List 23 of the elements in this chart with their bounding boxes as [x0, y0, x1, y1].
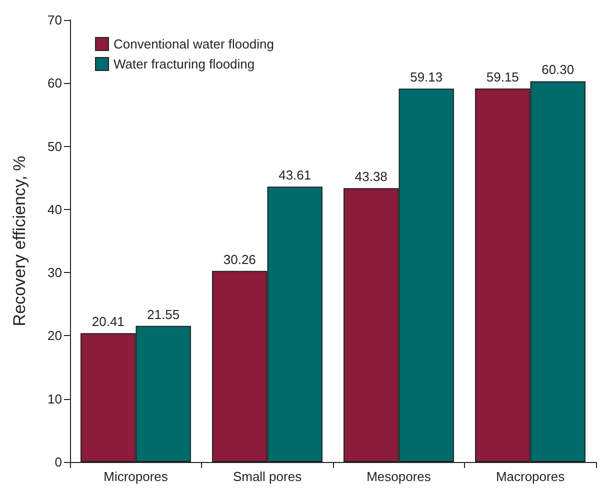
- x-tick-label: Small pores: [232, 469, 302, 484]
- y-tick-label: 0: [54, 454, 62, 470]
- data-label: 59.13: [410, 70, 443, 85]
- y-tick-label: 10: [48, 391, 62, 406]
- y-axis-title: Recovery efficiency, %: [10, 156, 29, 326]
- data-label: 59.15: [486, 70, 519, 85]
- y-tick-label: 50: [48, 138, 62, 154]
- y-tick-label: 40: [48, 202, 62, 217]
- data-label: 21.55: [147, 306, 180, 322]
- y-tick-label: 60: [48, 76, 62, 91]
- legend-label: Conventional water flooding: [114, 36, 274, 52]
- y-tick-label: 70: [48, 12, 62, 28]
- y-tick-label: 20: [48, 328, 62, 344]
- data-label: 60.30: [542, 62, 574, 78]
- data-label: 43.61: [278, 168, 312, 183]
- data-label: 43.38: [354, 169, 388, 184]
- legend-label: Water fracturing flooding: [114, 56, 255, 72]
- data-label: 20.41: [92, 314, 124, 330]
- data-label: 30.26: [223, 252, 256, 267]
- x-tick-label: Macropores: [496, 469, 566, 484]
- y-tick-label: 30: [48, 265, 62, 280]
- x-tick-label: Micropores: [104, 469, 168, 484]
- x-tick-label: Mesopores: [366, 469, 432, 484]
